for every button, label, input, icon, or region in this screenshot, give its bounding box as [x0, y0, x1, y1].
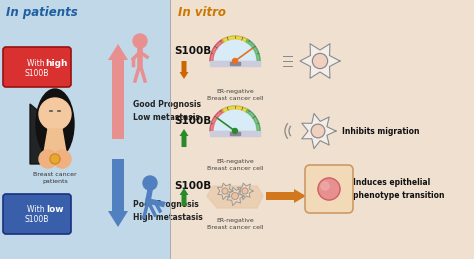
Text: S100B: S100B [174, 116, 211, 126]
FancyArrow shape [180, 61, 189, 79]
Bar [210, 61, 260, 66]
Text: In vitro: In vitro [178, 6, 226, 19]
Text: S100B: S100B [25, 68, 49, 77]
FancyArrow shape [180, 129, 189, 147]
Text: Inhibits migration: Inhibits migration [342, 126, 419, 135]
Polygon shape [210, 109, 224, 131]
Circle shape [242, 188, 248, 194]
Polygon shape [246, 109, 260, 131]
FancyArrow shape [180, 188, 189, 206]
Polygon shape [222, 36, 247, 42]
FancyArrow shape [108, 159, 128, 227]
Circle shape [312, 53, 328, 69]
Circle shape [39, 150, 57, 168]
Text: ER-negative
Breast cancer cell: ER-negative Breast cancer cell [207, 218, 263, 229]
Bar [210, 131, 260, 136]
Circle shape [143, 176, 157, 190]
Polygon shape [42, 129, 68, 164]
Polygon shape [222, 106, 247, 112]
Polygon shape [300, 44, 340, 78]
Circle shape [50, 154, 60, 164]
Circle shape [233, 59, 237, 63]
Ellipse shape [36, 89, 74, 159]
Polygon shape [218, 183, 233, 200]
FancyBboxPatch shape [3, 47, 71, 87]
Circle shape [53, 150, 71, 168]
Text: Good Prognosis
Low metastasis: Good Prognosis Low metastasis [133, 100, 201, 122]
FancyArrow shape [266, 189, 306, 203]
Bar [170, 0, 474, 259]
Circle shape [233, 128, 237, 133]
Text: With: With [27, 205, 47, 214]
Text: high: high [45, 59, 67, 68]
FancyArrow shape [108, 44, 128, 139]
Polygon shape [210, 36, 260, 61]
Text: In patients: In patients [6, 6, 78, 19]
Text: With: With [27, 59, 47, 68]
Text: S100B: S100B [174, 46, 211, 56]
Polygon shape [30, 104, 42, 164]
Text: low: low [46, 205, 64, 214]
Circle shape [133, 34, 147, 48]
Circle shape [232, 193, 238, 199]
Text: Poor Prognosis
High metastasis: Poor Prognosis High metastasis [133, 200, 203, 222]
Bar [230, 62, 240, 65]
FancyBboxPatch shape [3, 194, 71, 234]
Text: Breast cancer
patients: Breast cancer patients [33, 172, 77, 184]
Circle shape [321, 182, 329, 190]
Circle shape [222, 188, 228, 194]
Text: Induces epithelial
phenotype transition: Induces epithelial phenotype transition [353, 178, 445, 200]
Polygon shape [210, 106, 260, 131]
Circle shape [318, 178, 340, 200]
Polygon shape [237, 183, 253, 200]
Polygon shape [207, 186, 263, 208]
FancyBboxPatch shape [305, 165, 353, 213]
Text: S100B: S100B [25, 215, 49, 225]
Circle shape [311, 124, 325, 138]
Text: S100B: S100B [174, 181, 211, 191]
Text: ER-negative
Breast cancer cell: ER-negative Breast cancer cell [207, 89, 263, 100]
Polygon shape [302, 113, 336, 149]
Bar [230, 132, 240, 135]
Polygon shape [246, 39, 260, 61]
Bar [0, 0, 170, 259]
Text: ER-negative
Breast cancer cell: ER-negative Breast cancer cell [207, 159, 263, 171]
Circle shape [39, 98, 71, 130]
Polygon shape [227, 187, 244, 206]
Polygon shape [210, 39, 224, 61]
